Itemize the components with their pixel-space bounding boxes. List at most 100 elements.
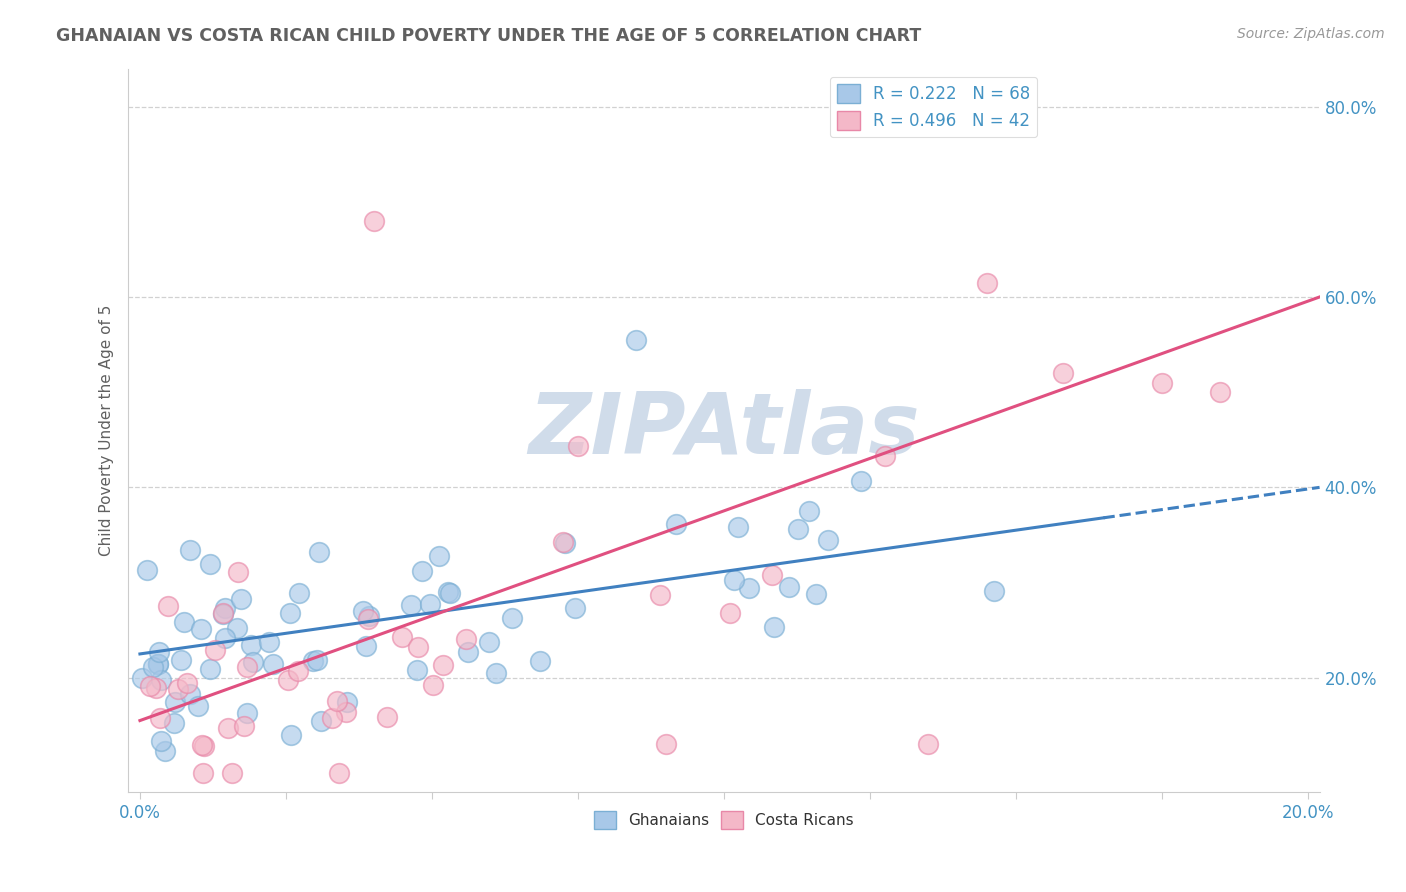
Point xyxy=(278,606,301,620)
Text: GHANAIAN VS COSTA RICAN CHILD POVERTY UNDER THE AGE OF 5 CORRELATION CHART: GHANAIAN VS COSTA RICAN CHILD POVERTY UN… xyxy=(56,27,921,45)
Point xyxy=(214,601,236,615)
Point xyxy=(554,536,576,550)
Point xyxy=(976,276,998,290)
Point xyxy=(190,738,212,752)
Point xyxy=(167,681,190,696)
Point xyxy=(307,653,329,667)
Point xyxy=(156,599,179,613)
Point xyxy=(564,601,586,615)
Point xyxy=(204,642,226,657)
Legend: Ghanaians, Costa Ricans: Ghanaians, Costa Ricans xyxy=(588,805,859,835)
Point xyxy=(1150,376,1173,390)
Point xyxy=(149,711,172,725)
Point xyxy=(419,597,441,611)
Point xyxy=(148,645,170,659)
Point xyxy=(363,214,385,228)
Point xyxy=(288,585,311,599)
Point xyxy=(176,676,198,690)
Point xyxy=(399,599,422,613)
Point xyxy=(217,721,239,735)
Point xyxy=(328,766,350,780)
Point xyxy=(1209,385,1232,400)
Point xyxy=(875,449,897,463)
Point xyxy=(727,520,749,534)
Point xyxy=(723,573,745,587)
Point xyxy=(308,545,330,559)
Point xyxy=(179,687,201,701)
Point xyxy=(762,620,785,634)
Point xyxy=(131,671,153,685)
Point xyxy=(190,622,212,636)
Point xyxy=(457,644,479,658)
Point xyxy=(229,592,252,607)
Point xyxy=(432,657,454,672)
Point xyxy=(211,607,233,621)
Point xyxy=(150,673,173,688)
Point xyxy=(146,657,169,671)
Point xyxy=(277,673,299,687)
Point xyxy=(485,666,508,681)
Point xyxy=(321,711,343,725)
Y-axis label: Child Poverty Under the Age of 5: Child Poverty Under the Age of 5 xyxy=(100,304,114,556)
Point xyxy=(326,694,349,708)
Point xyxy=(242,656,264,670)
Point xyxy=(287,664,309,678)
Point xyxy=(439,585,461,599)
Point xyxy=(501,610,523,624)
Point xyxy=(198,662,221,676)
Point xyxy=(236,706,259,721)
Point xyxy=(236,660,259,674)
Point xyxy=(411,564,433,578)
Point xyxy=(145,681,167,695)
Point xyxy=(654,737,676,751)
Point xyxy=(529,654,551,668)
Point xyxy=(257,634,280,648)
Point xyxy=(135,563,157,577)
Point xyxy=(422,678,444,692)
Point xyxy=(665,517,688,532)
Point xyxy=(212,606,235,620)
Point xyxy=(456,632,478,646)
Point xyxy=(1052,366,1074,380)
Point xyxy=(478,635,501,649)
Point xyxy=(437,585,460,599)
Point xyxy=(357,612,380,626)
Point xyxy=(239,639,262,653)
Point xyxy=(335,705,357,719)
Point xyxy=(169,653,191,667)
Point xyxy=(786,522,808,536)
Point xyxy=(153,743,176,757)
Point xyxy=(173,615,195,629)
Point xyxy=(738,581,761,595)
Point xyxy=(553,534,575,549)
Point xyxy=(917,737,939,751)
Point xyxy=(336,695,359,709)
Point xyxy=(567,439,589,453)
Point xyxy=(193,739,215,753)
Point xyxy=(406,640,429,654)
Point xyxy=(354,639,377,653)
Point xyxy=(165,695,187,709)
Point xyxy=(232,719,254,733)
Point xyxy=(797,504,820,518)
Point xyxy=(302,654,325,668)
Point xyxy=(142,660,165,674)
Point xyxy=(778,580,800,594)
Point xyxy=(626,333,648,347)
Point xyxy=(226,621,249,635)
Point xyxy=(375,710,398,724)
Point xyxy=(191,766,214,780)
Point xyxy=(849,474,872,488)
Point xyxy=(718,607,741,621)
Point xyxy=(262,657,284,671)
Point xyxy=(150,734,173,748)
Point xyxy=(146,657,169,671)
Point xyxy=(406,663,429,677)
Point xyxy=(804,587,827,601)
Point xyxy=(214,632,236,646)
Point xyxy=(761,568,783,582)
Point xyxy=(391,630,413,644)
Point xyxy=(353,604,375,618)
Text: ZIPAtlas: ZIPAtlas xyxy=(529,389,920,472)
Text: Source: ZipAtlas.com: Source: ZipAtlas.com xyxy=(1237,27,1385,41)
